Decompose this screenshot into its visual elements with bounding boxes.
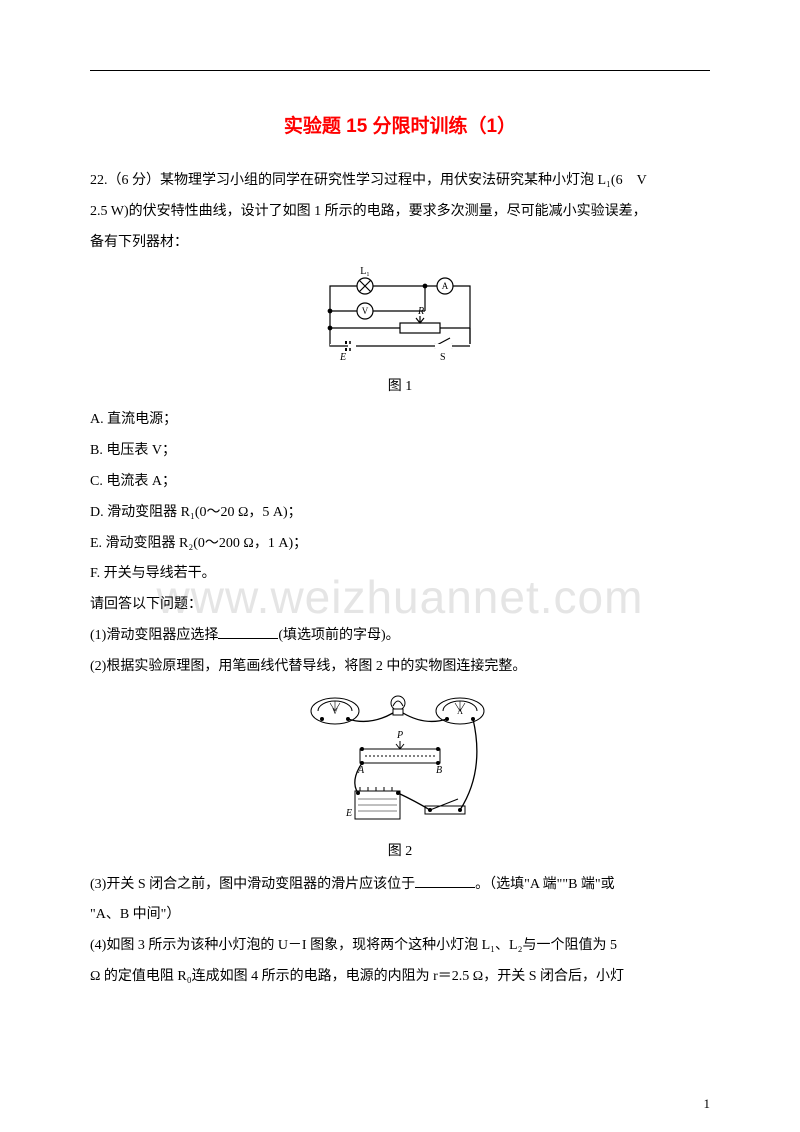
- item-b: B. 电压表 V；: [90, 436, 710, 467]
- q3-text-a: (3)开关 S 闭合之前，图中滑动变阻器的滑片应该位于: [90, 877, 415, 892]
- question-3: (3)开关 S 闭合之前，图中滑动变阻器的滑片应该位于 。（选填"A 端""B 端…: [90, 870, 710, 901]
- item-d: D. 滑动变阻器 R₁(0～20 Ω，5 A)；: [90, 498, 710, 529]
- item-c: C. 电流表 A；: [90, 467, 710, 498]
- question-2: (2)根据实验原理图，用笔画线代替导线，将图 2 中的实物图连接完整。: [90, 652, 710, 683]
- item-a: A. 直流电源；: [90, 405, 710, 436]
- question-4b: Ω 的定值电阻 R₀连成如图 4 所示的电路，电源的内阻为 r＝2.5 Ω，开关…: [90, 962, 710, 993]
- q22-line3: 备有下列器材：: [90, 228, 710, 259]
- svg-text:E: E: [345, 808, 352, 819]
- svg-text:R: R: [417, 306, 424, 317]
- figure-1-caption: 图 1: [90, 375, 710, 395]
- svg-text:V: V: [362, 306, 369, 316]
- page-title: 实验题 15 分限时训练（1）: [90, 111, 710, 138]
- blank-1: [218, 625, 278, 639]
- figure-1: L₁ A V E R S: [90, 266, 710, 371]
- svg-text:A: A: [457, 707, 463, 716]
- q22-line1: 22.（6 分）某物理学习小组的同学在研究性学习过程中，用伏安法研究某种小灯泡 …: [90, 166, 710, 197]
- svg-text:E: E: [339, 352, 346, 363]
- question-4a: (4)如图 3 所示为该种小灯泡的 U－I 图象，现将两个这种小灯泡 L₁、L₂…: [90, 931, 710, 962]
- q3-text-b: 。（选填"A 端""B 端"或: [475, 877, 615, 892]
- svg-text:A: A: [442, 281, 449, 291]
- q1-text-a: (1)滑动变阻器应选择: [90, 628, 218, 643]
- figure-2: V A P A B E: [90, 691, 710, 836]
- figure-2-caption: 图 2: [90, 840, 710, 860]
- top-rule: [90, 70, 710, 71]
- svg-text:L₁: L₁: [360, 266, 370, 277]
- item-e: E. 滑动变阻器 R₂(0～200 Ω，1 A)；: [90, 529, 710, 560]
- page-number: 1: [704, 1096, 711, 1112]
- svg-text:A: A: [357, 765, 365, 776]
- q1-text-b: (填选项前的字母)。: [278, 628, 399, 643]
- blank-2: [415, 874, 475, 888]
- svg-text:S: S: [440, 352, 446, 363]
- prompt: 请回答以下问题：: [90, 590, 710, 621]
- item-f: F. 开关与导线若干。: [90, 559, 710, 590]
- question-3b: "A、B 中间"）: [90, 900, 710, 931]
- svg-text:V: V: [332, 707, 338, 716]
- question-1: (1)滑动变阻器应选择 (填选项前的字母)。: [90, 621, 710, 652]
- svg-text:P: P: [396, 730, 403, 741]
- q22-line2: 2.5 W)的伏安特性曲线，设计了如图 1 所示的电路，要求多次测量，尽可能减小…: [90, 197, 710, 228]
- svg-text:B: B: [436, 765, 442, 776]
